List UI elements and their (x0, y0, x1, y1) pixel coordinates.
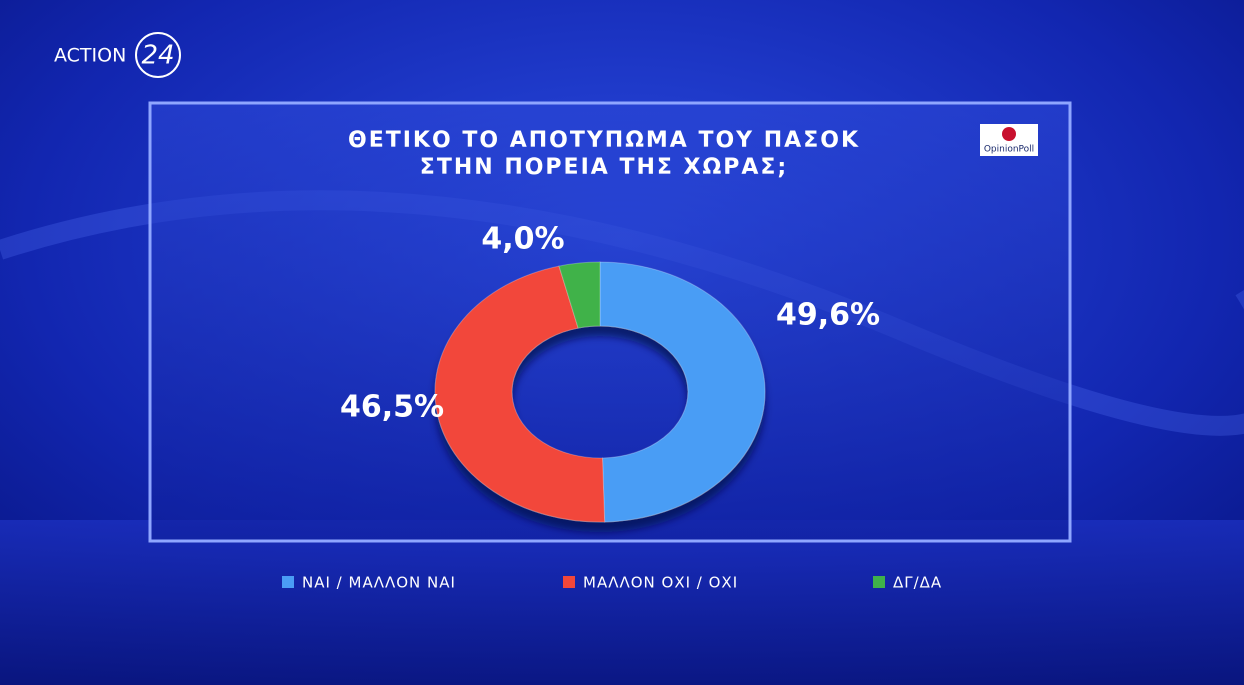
donut-segment (599, 261, 766, 523)
source-logo: OpinionPoll (984, 145, 1034, 155)
chart-title: ΣΤΗΝ ΠΟΡΕΙΑ ΤΗΣ ΧΩΡΑΣ; (420, 155, 788, 180)
legend-swatch (282, 576, 294, 588)
channel-logo-number: 24 (141, 41, 174, 71)
donut-segment (558, 261, 601, 329)
legend-label: ΝΑΙ / ΜΑΛΛΟΝ ΝΑΙ (302, 574, 456, 592)
floor (0, 520, 1244, 685)
legend-label: ΜΑΛΛΟΝ ΟΧΙ / ΟΧΙ (583, 574, 738, 592)
value-label: 49,6% (776, 298, 880, 333)
legend-label: ΔΓ/ΔΑ (893, 574, 942, 592)
source-logo-icon (1002, 127, 1016, 141)
channel-logo-ring (135, 32, 181, 78)
chart-title: ΘΕΤΙΚΟ ΤΟ ΑΠΟΤΥΠΩΜΑ ΤΟΥ ΠΑΣΟΚ (348, 128, 860, 153)
donut-segment (434, 265, 606, 523)
donut (434, 261, 766, 523)
legend-swatch (873, 576, 885, 588)
channel-logo-text: ACTION (54, 45, 126, 67)
legend-swatch (563, 576, 575, 588)
value-label: 46,5% (340, 390, 444, 425)
value-label: 4,0% (481, 222, 564, 257)
